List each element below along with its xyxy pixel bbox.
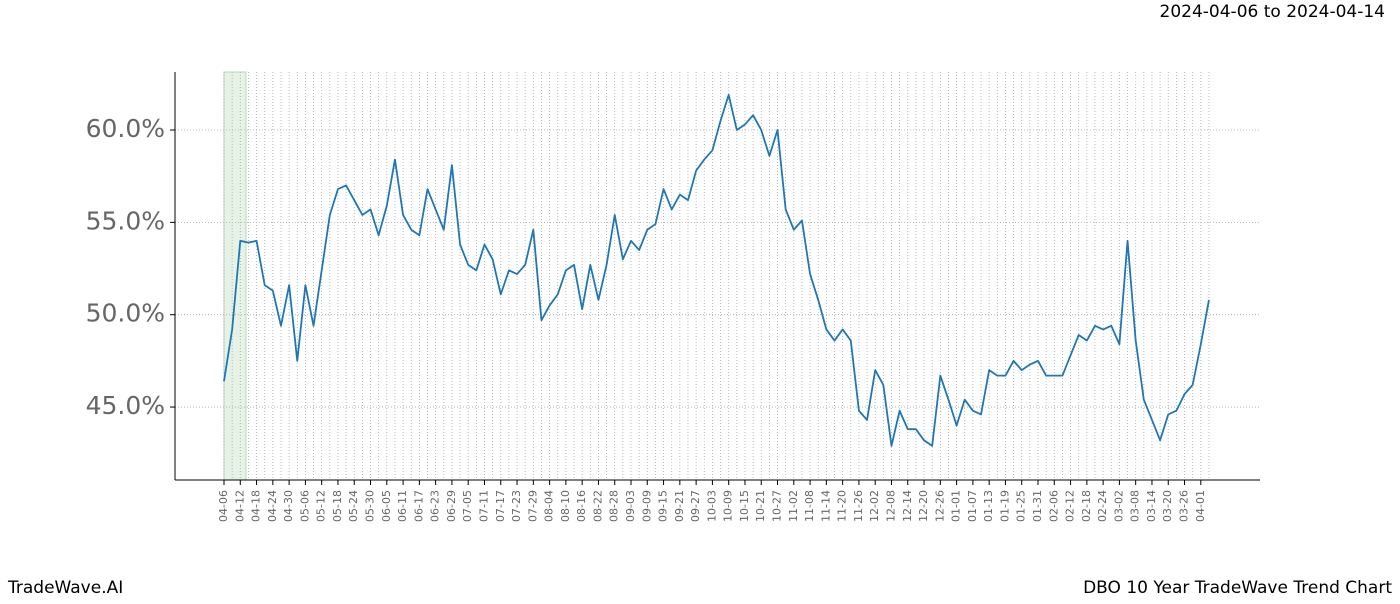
x-tick-label: 12-20 bbox=[917, 490, 930, 522]
x-tick-label: 11-20 bbox=[836, 490, 849, 522]
x-tick-label: 04-06 bbox=[217, 490, 230, 522]
x-tick-label: 07-11 bbox=[477, 490, 490, 522]
x-tick-label: 01-01 bbox=[950, 490, 963, 522]
y-tick-label: 50.0% bbox=[86, 299, 165, 328]
x-tick-label: 03-02 bbox=[1112, 490, 1125, 522]
x-tick-label: 05-18 bbox=[331, 490, 344, 522]
x-tick-label: 06-23 bbox=[429, 490, 442, 522]
x-tick-label: 08-04 bbox=[543, 490, 556, 522]
x-tick-label: 12-02 bbox=[868, 490, 881, 522]
x-tick-label: 06-29 bbox=[445, 490, 458, 522]
x-tick-label: 04-24 bbox=[266, 490, 279, 522]
x-tick-label: 08-16 bbox=[575, 490, 588, 522]
x-tick-label: 10-21 bbox=[754, 490, 767, 522]
x-tick-label: 10-09 bbox=[722, 490, 735, 522]
x-tick-label: 07-29 bbox=[526, 490, 539, 522]
x-tick-label: 01-07 bbox=[966, 490, 979, 522]
x-tick-label: 02-06 bbox=[1047, 490, 1060, 522]
x-tick-label: 04-30 bbox=[282, 490, 295, 522]
x-tick-label: 01-19 bbox=[998, 490, 1011, 522]
x-tick-label: 09-03 bbox=[624, 490, 637, 522]
x-tick-label: 03-26 bbox=[1178, 490, 1191, 522]
x-tick-label: 04-01 bbox=[1194, 490, 1207, 522]
x-tick-label: 08-22 bbox=[591, 490, 604, 522]
x-tick-label: 04-18 bbox=[250, 490, 263, 522]
x-tick-label: 11-26 bbox=[852, 490, 865, 522]
x-tick-label: 08-10 bbox=[559, 490, 572, 522]
x-tick-label: 09-15 bbox=[657, 490, 670, 522]
x-tick-label: 10-03 bbox=[705, 490, 718, 522]
x-tick-label: 10-15 bbox=[738, 490, 751, 522]
x-tick-label: 07-05 bbox=[461, 490, 474, 522]
x-tick-label: 02-24 bbox=[1096, 490, 1109, 522]
highlight bbox=[223, 71, 247, 481]
x-tick-label: 07-17 bbox=[494, 490, 507, 522]
x-tick-label: 06-05 bbox=[380, 490, 393, 522]
x-tick-label: 12-14 bbox=[901, 490, 914, 522]
x-tick-label: 01-25 bbox=[1015, 490, 1028, 522]
x-tick-label: 02-12 bbox=[1064, 490, 1077, 522]
x-tick-label: 03-14 bbox=[1145, 490, 1158, 522]
x-tick-label: 05-12 bbox=[315, 490, 328, 522]
x-tick-label: 04-12 bbox=[233, 490, 246, 522]
x-tick-label: 11-08 bbox=[803, 490, 816, 522]
period: 2024-04-06 to 2024-04-14 bbox=[1160, 2, 1385, 22]
y-tick-label: 60.0% bbox=[86, 114, 165, 143]
line bbox=[223, 94, 1210, 447]
x-tick-label: 01-31 bbox=[1031, 490, 1044, 522]
x-tick-label: 06-17 bbox=[412, 490, 425, 522]
y-tick-label: 55.0% bbox=[86, 206, 165, 235]
x-tick-label: 09-09 bbox=[640, 490, 653, 522]
x-tick-label: 12-08 bbox=[884, 490, 897, 522]
x-tick-label: 03-20 bbox=[1161, 490, 1174, 522]
brand: TradeWave.AI bbox=[7, 578, 123, 598]
x-tick-label: 05-06 bbox=[298, 490, 311, 522]
x-tick-label: 06-11 bbox=[396, 490, 409, 522]
x-tick-label: 08-28 bbox=[608, 490, 621, 522]
chart-title: DBO 10 Year TradeWave Trend Chart bbox=[1083, 578, 1392, 598]
x-tick-label: 10-27 bbox=[771, 490, 784, 522]
x-tick-label: 05-30 bbox=[364, 490, 377, 522]
x-tick-label: 11-14 bbox=[819, 490, 832, 522]
x-tick-label: 02-18 bbox=[1080, 490, 1093, 522]
y-tick-label: 45.0% bbox=[86, 391, 165, 420]
x-tick-label: 11-02 bbox=[787, 490, 800, 522]
x-tick-label: 09-21 bbox=[673, 490, 686, 522]
x-tick-label: 12-26 bbox=[933, 490, 946, 522]
x-tick-label: 03-08 bbox=[1129, 490, 1142, 522]
x-tick-label: 05-24 bbox=[347, 490, 360, 522]
x-tick-label: 09-27 bbox=[689, 490, 702, 522]
x-tick-label: 01-13 bbox=[982, 490, 995, 522]
x-tick-label: 07-23 bbox=[510, 490, 523, 522]
